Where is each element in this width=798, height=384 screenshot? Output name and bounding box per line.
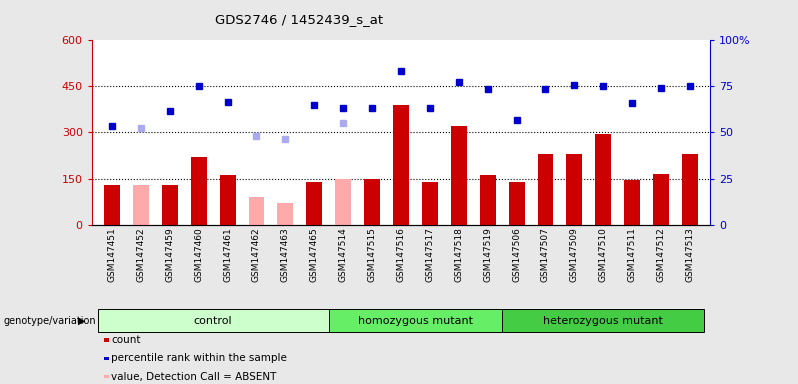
Bar [502,309,705,332]
Bar [191,157,207,225]
Text: heterozygous mutant: heterozygous mutant [543,316,663,326]
Bar [682,154,698,225]
Bar [133,185,149,225]
Text: value, Detection Call = ABSENT: value, Detection Call = ABSENT [111,372,276,382]
Bar [335,179,351,225]
Bar [97,309,329,332]
Text: homozygous mutant: homozygous mutant [358,316,473,326]
Bar [329,309,502,332]
Bar [653,174,669,225]
Bar [508,182,524,225]
Text: genotype/variation: genotype/variation [4,316,97,326]
Bar [306,182,322,225]
Bar [538,154,554,225]
Bar [624,180,640,225]
Text: percentile rank within the sample: percentile rank within the sample [111,353,286,363]
Bar [104,185,120,225]
Bar [393,105,409,225]
Bar [219,175,235,225]
Bar [451,126,467,225]
Text: ▶: ▶ [78,316,85,326]
Text: count: count [111,335,140,345]
Text: GDS2746 / 1452439_s_at: GDS2746 / 1452439_s_at [215,13,384,26]
Bar [595,134,611,225]
Bar [422,182,438,225]
Bar [480,175,496,225]
Bar [162,185,178,225]
Bar [364,179,380,225]
Bar [248,197,264,225]
Bar [335,179,351,225]
Bar [567,154,583,225]
Bar [278,203,294,225]
Text: control: control [194,316,232,326]
